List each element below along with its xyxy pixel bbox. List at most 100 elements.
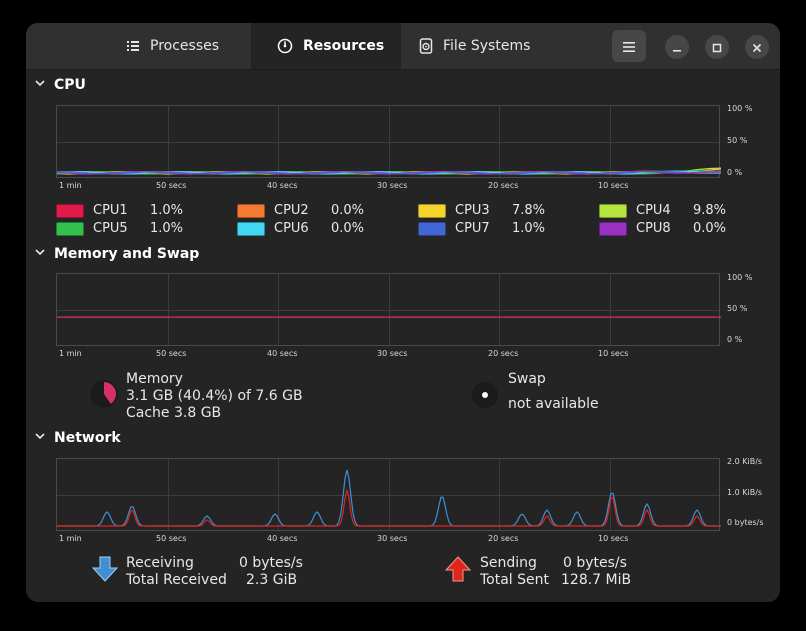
color-swatch[interactable] [56,203,84,218]
tab-processes[interactable]: Processes [126,23,236,69]
sending-value: 0 bytes/s [563,555,627,571]
cpu-name: CPU2 [274,203,309,218]
network-y-label: 1.0 KiB/s [727,488,763,497]
cpu-legend-cpu7: CPU7 1.0% [418,221,545,236]
cpu-legend-cpu4: CPU4 9.8% [599,203,726,218]
main-menu-button[interactable] [612,30,646,62]
close-icon [752,38,762,57]
maximize-icon [712,38,722,57]
receiving-value: 0 bytes/s [239,555,303,571]
cpu-section-header[interactable]: CPU [34,77,86,93]
cpu-name: CPU5 [93,221,128,236]
network-section-title: Network [54,430,121,446]
tab-file-systems-label: File Systems [443,38,531,54]
tab-processes-label: Processes [150,38,220,54]
memory-y-label: 100 % [727,273,753,282]
maximize-button[interactable] [705,35,729,59]
network-x-label: 1 min [59,534,82,543]
memory-section-header[interactable]: Memory and Swap [34,246,199,262]
cpu-legend-cpu3: CPU3 7.8% [418,203,545,218]
minimize-button[interactable] [665,35,689,59]
memory-pie-slice [104,382,116,404]
tab-resources-label: Resources [303,38,385,54]
network-x-label: 50 secs [156,534,187,543]
memory-pie-chart[interactable] [89,379,119,409]
menu-icon [623,37,635,56]
send-series-line [57,489,721,527]
cpu-x-label: 1 min [59,181,82,190]
cpu-value: 0.0% [693,221,727,236]
memory-x-label: 40 secs [267,349,298,358]
cpu-legend-cpu2: CPU2 0.0% [237,203,364,218]
cpu-legend-cpu1: CPU1 1.0% [56,203,183,218]
cpu-section-title: CPU [54,77,86,93]
chevron-down-icon [34,77,46,93]
cpu-y-label: 100 % [727,104,753,113]
network-y-label: 0 bytes/s [727,518,764,527]
color-swatch[interactable] [56,221,84,236]
cpu-name: CPU1 [93,203,128,218]
system-monitor-window: Processes Resources File Systems [26,23,780,602]
network-x-label: 10 secs [598,534,629,543]
chevron-down-icon [34,430,46,446]
cpu-x-label: 50 secs [156,181,187,190]
network-x-label: 40 secs [267,534,298,543]
network-x-label: 30 secs [377,534,408,543]
tab-resources[interactable]: Resources [251,23,401,69]
memory-x-label: 20 secs [488,349,519,358]
minimize-icon [672,38,682,57]
cpu-x-label: 20 secs [488,181,519,190]
tab-file-systems[interactable]: File Systems [419,23,549,69]
cpu-x-label: 10 secs [598,181,629,190]
memory-section-title: Memory and Swap [54,246,200,262]
cpu-name: CPU4 [636,203,671,218]
sending-label: Sending [480,555,537,571]
memory-graph [56,273,721,346]
cpu-graph [56,105,721,178]
memory-y-label: 0 % [727,335,743,344]
close-button[interactable] [745,35,769,59]
receive-arrow-icon[interactable] [91,556,119,586]
cpu-history-plot [57,167,721,175]
header-bar: Processes Resources File Systems [26,23,780,70]
color-swatch[interactable] [418,221,446,236]
memory-x-label: 50 secs [156,349,187,358]
cpu-name: CPU8 [636,221,671,236]
cpu-y-label: 0 % [727,168,743,177]
cpu-value: 1.0% [150,203,184,218]
cpu-value: 7.8% [512,203,546,218]
cpu-legend-cpu8: CPU8 0.0% [599,221,726,236]
cpu-series-line [57,170,721,175]
cpu-y-label: 50 % [727,136,748,145]
total-received-value: 2.3 GiB [246,572,298,588]
total-received-label: Total Received [126,572,227,588]
total-sent-label: Total Sent [480,572,550,588]
memory-x-label: 10 secs [598,349,629,358]
memory-usage: 3.1 GB (40.4%) of 7.6 GB [126,388,303,404]
send-arrow-icon[interactable] [444,556,472,586]
color-swatch[interactable] [237,203,265,218]
cpu-value: 0.0% [331,203,365,218]
color-swatch[interactable] [418,203,446,218]
cpu-legend-cpu6: CPU6 0.0% [237,221,364,236]
disk-icon [419,38,433,54]
cpu-x-label: 40 secs [267,181,298,190]
cpu-name: CPU6 [274,221,309,236]
network-section-header[interactable]: Network [34,430,121,446]
total-sent-value: 128.7 MiB [561,572,632,588]
swap-pie-chart [471,381,499,409]
cpu-value: 9.8% [693,203,727,218]
network-graph [56,458,721,531]
cpu-value: 1.0% [150,221,184,236]
color-swatch[interactable] [237,221,265,236]
gauge-icon [277,38,293,54]
swap-usage: not available [508,396,599,412]
memory-x-label: 1 min [59,349,82,358]
color-swatch[interactable] [599,221,627,236]
cpu-value: 0.0% [331,221,365,236]
receiving-label: Receiving [126,555,194,571]
color-swatch[interactable] [599,203,627,218]
cpu-name: CPU7 [455,221,490,236]
receive-series-line [57,469,721,527]
memory-history-plot [57,316,721,318]
